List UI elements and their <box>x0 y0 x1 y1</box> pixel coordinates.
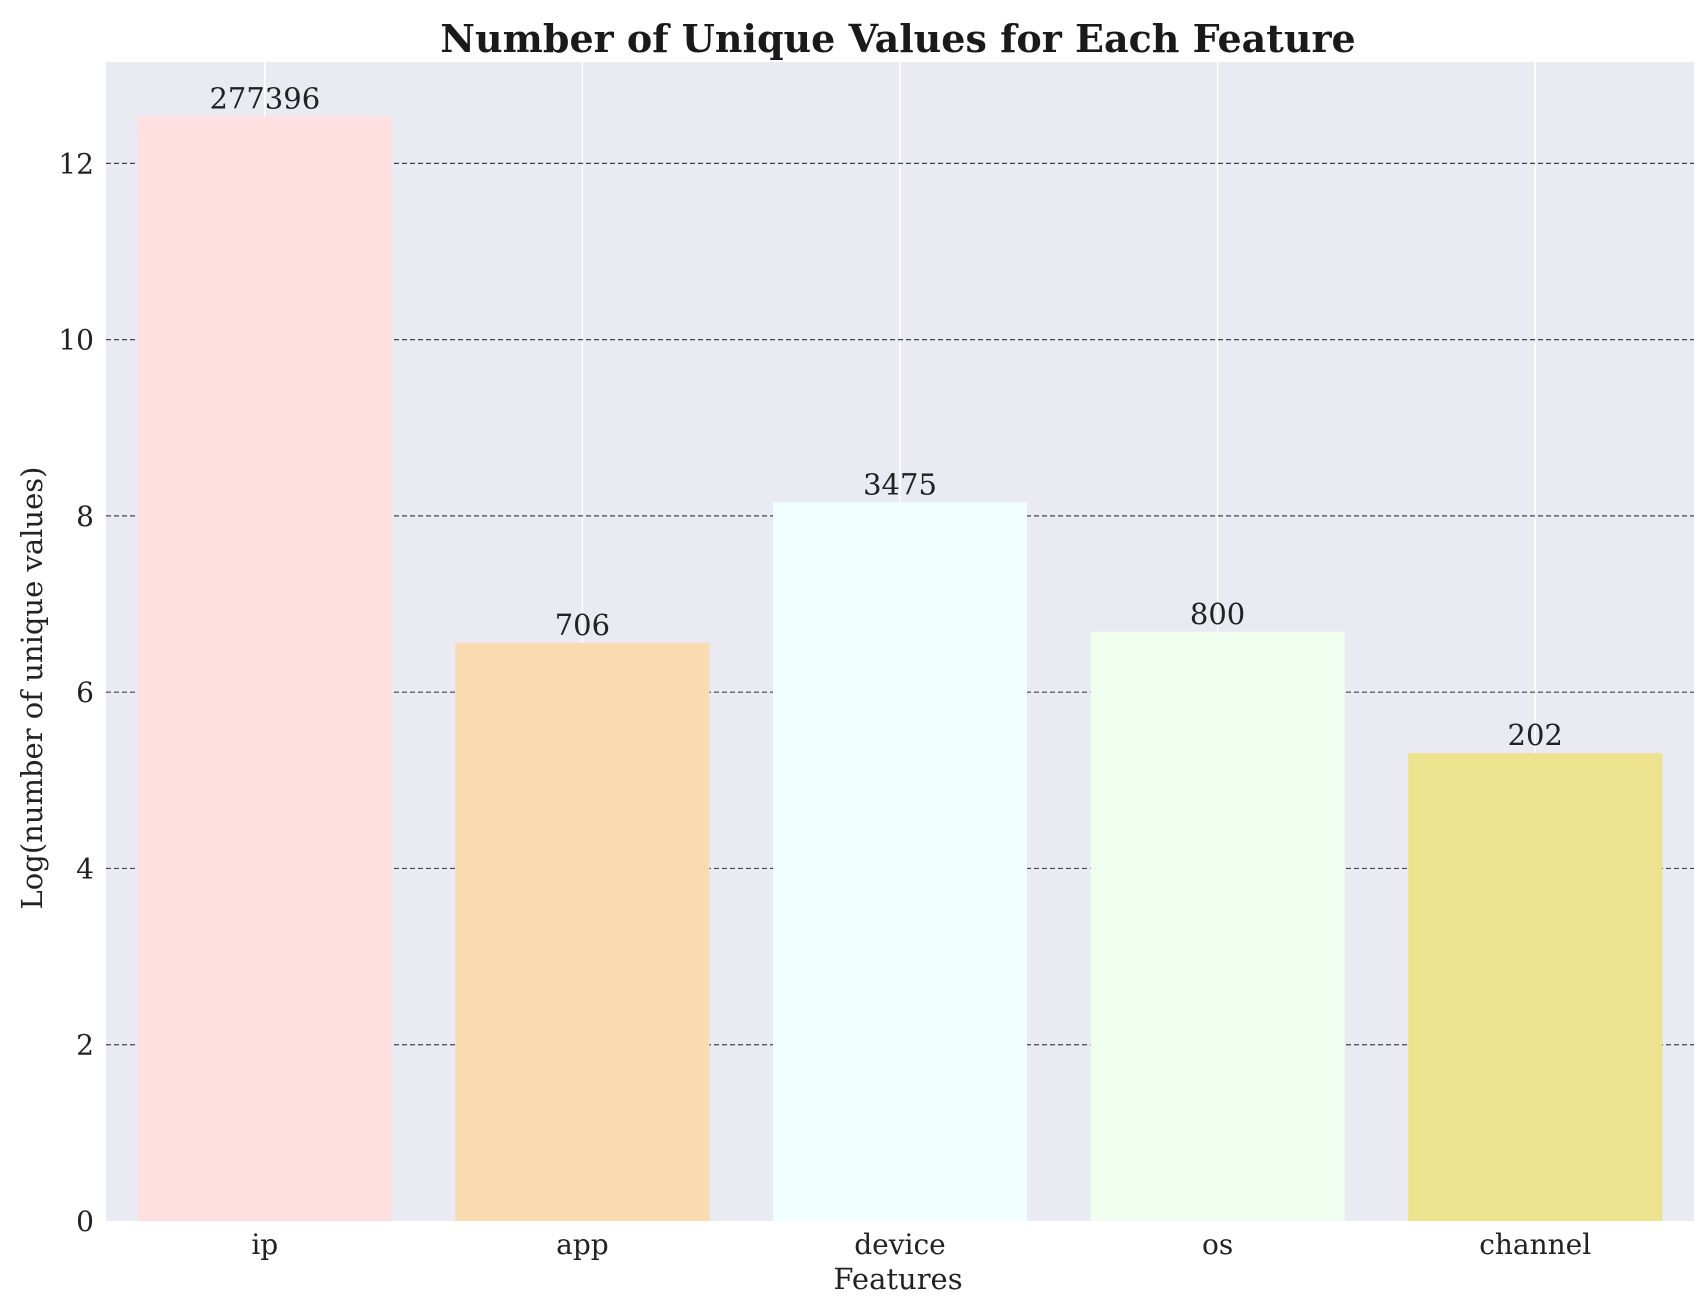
data-label-channel: 202 <box>1508 718 1563 752</box>
bar-ip <box>137 116 392 1221</box>
y-tick-label-10: 10 <box>58 324 94 357</box>
y-tick-label-6: 6 <box>76 676 94 709</box>
y-tick-label-4: 4 <box>76 852 94 885</box>
bars <box>137 116 1663 1221</box>
y-tick-label-0: 0 <box>76 1205 94 1238</box>
x-tick-label-device: device <box>854 1228 946 1261</box>
bar-channel <box>1408 753 1663 1221</box>
x-tick-label-app: app <box>556 1228 609 1261</box>
data-labels: 277396 706 3475 800 202 <box>209 81 1562 752</box>
chart-title: Number of Unique Values for Each Feature <box>440 16 1355 61</box>
y-tick-label-12: 12 <box>58 147 94 180</box>
data-label-ip: 277396 <box>209 81 320 115</box>
y-axis-label: Log(number of unique values) <box>15 467 49 910</box>
data-label-device: 3475 <box>863 467 937 501</box>
data-label-os: 800 <box>1190 597 1245 631</box>
y-tick-label-2: 2 <box>76 1029 94 1062</box>
x-tick-label-os: os <box>1202 1228 1233 1261</box>
x-axis-label: Features <box>833 1262 962 1296</box>
y-tick-label-8: 8 <box>76 500 94 533</box>
y-axis-ticks: 0 2 4 6 8 10 12 <box>58 147 94 1238</box>
bar-device <box>772 502 1028 1221</box>
bar-app <box>455 642 710 1221</box>
x-axis-ticks: ip app device os channel <box>251 1228 1591 1261</box>
data-label-app: 706 <box>555 608 610 642</box>
x-tick-label-channel: channel <box>1479 1228 1591 1261</box>
bar-os <box>1090 631 1345 1221</box>
x-tick-label-ip: ip <box>251 1228 278 1261</box>
